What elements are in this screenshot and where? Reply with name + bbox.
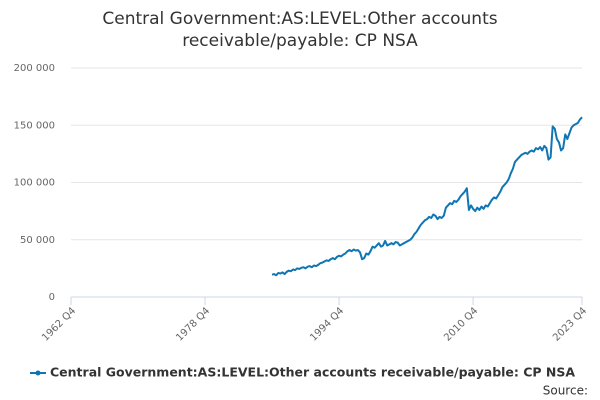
series-line [271,116,583,277]
y-tick-label: 0 [49,292,55,303]
chart-title: Central Government:AS:LEVEL:Other accoun… [102,9,498,51]
y-tick-label: 150 000 [14,120,55,131]
x-tick-label: 1978 Q4 [174,305,212,343]
legend-marker [35,370,41,376]
source: Source: [543,384,588,398]
x-tick-label: 1962 Q4 [40,305,78,343]
y-tick-label: 100 000 [14,178,55,189]
y-tick-label: 50 000 [20,235,55,246]
y-tick-label: 200 000 [14,63,55,74]
x-tick-label: 2010 Q4 [442,305,480,343]
x-tick-label: 2023 Q4 [551,305,589,343]
legend-label: Central Government:AS:LEVEL:Other accoun… [50,365,575,380]
x-tick-label: 1994 Q4 [308,305,346,343]
